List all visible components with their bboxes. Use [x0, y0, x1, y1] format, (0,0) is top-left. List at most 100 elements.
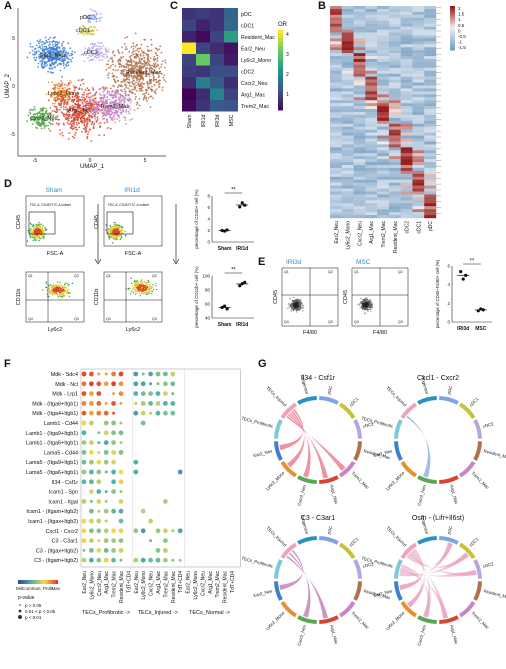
gene-cell [412, 47, 425, 51]
gene-cell [400, 179, 413, 183]
umap-x-label: UMAP_1 [80, 164, 105, 170]
f-dot [96, 459, 102, 465]
f-dot [171, 392, 175, 396]
gene-cell [330, 8, 342, 13]
f-col-label: TdT+CD4 [230, 571, 236, 593]
f-dot [163, 410, 168, 416]
gene-cell [388, 106, 401, 110]
f-dot [118, 479, 124, 485]
umap-label-ly6c2-mono: Ly6c2_Mono [48, 91, 79, 97]
or-cell [196, 77, 210, 89]
e-sig: ** [470, 259, 475, 265]
gene-cell [330, 194, 342, 198]
gene-cell [353, 109, 366, 113]
f-pval-dot [18, 615, 22, 619]
gene-cell [365, 126, 378, 130]
chord-sector [473, 419, 482, 439]
f-dot [170, 381, 176, 387]
or-legend-swatch [278, 70, 283, 75]
f-dot [118, 499, 124, 504]
gene-cell [330, 141, 342, 145]
gene-cell [330, 215, 342, 219]
gene-cell [330, 162, 342, 166]
or-legend-swatch [278, 90, 283, 95]
gene-cell [330, 203, 342, 207]
umap-x-tick: -5 [33, 158, 38, 164]
or-legend-swatch [278, 50, 283, 55]
gene-cell [412, 53, 425, 57]
dot-y-tick: 60 [205, 302, 211, 307]
umap-cluster-cdc2 [80, 41, 115, 62]
f-dot [97, 441, 101, 445]
gene-cell [412, 206, 425, 210]
gene-cell [388, 167, 401, 172]
or-legend-swatch [278, 46, 283, 51]
gene-cell [341, 138, 354, 142]
e-dot-point [461, 277, 465, 281]
chord-sector [459, 542, 476, 559]
gene-cell [388, 38, 401, 42]
flow-bottom-ylabel: CD11b [16, 289, 22, 306]
gene-col-label: Ly6c2_Mono [346, 221, 352, 250]
gene-cell [400, 53, 413, 57]
gene-cell [412, 79, 425, 83]
gene-cell [330, 209, 342, 213]
f-dot [89, 469, 94, 475]
gene-cell [330, 23, 342, 27]
gene-cell [353, 212, 366, 216]
flow-top-ylabel: CD45 [94, 215, 100, 229]
gene-legend-tick: 1.5 [458, 12, 465, 17]
chord-label: Trem2_Mac [351, 610, 371, 630]
gene-cell [365, 212, 378, 216]
f-group-label: TECs_Normal -> [189, 610, 230, 616]
f-dot [81, 479, 87, 485]
f-dot [118, 508, 124, 514]
gene-cell [400, 11, 413, 16]
umap-label-resident-mac: Resident_Mac [126, 70, 161, 76]
gene-cell [400, 20, 413, 24]
f-dot [118, 548, 124, 553]
gene-cell [424, 11, 437, 16]
gene-cell [353, 76, 366, 80]
f-col-label: Arg1_Mac [156, 571, 162, 594]
gene-cell [353, 188, 366, 192]
f-legend-swatch [42, 580, 45, 584]
gene-cell [400, 162, 413, 166]
gene-cell [377, 64, 390, 69]
dot-y-tick: 8 [207, 194, 210, 199]
dot-y-tick: 2 [207, 228, 210, 233]
gene-cell [377, 126, 390, 130]
f-pval-dot [18, 609, 22, 613]
gene-cell [365, 97, 378, 101]
gene-cell [400, 126, 413, 130]
gene-cell [377, 206, 390, 210]
dot-sig: ** [231, 188, 236, 194]
gene-cell [377, 79, 390, 83]
chord-label: Progenitor [300, 374, 310, 395]
f-dot [148, 391, 154, 396]
gene-cell [341, 11, 354, 16]
f-dot [163, 528, 168, 534]
gene-cell [330, 35, 342, 39]
gene-cell [353, 100, 366, 104]
gene-cell [400, 47, 413, 51]
f-legend-swatch [36, 580, 39, 584]
f-dot [96, 528, 102, 534]
gene-cell [365, 191, 378, 195]
gene-cell [330, 59, 342, 63]
gene-legend-tick: 0 [458, 28, 461, 33]
dot-point [225, 228, 229, 232]
chord-sector [297, 396, 317, 405]
gene-cell [330, 6, 342, 10]
gene-cell [353, 162, 366, 166]
flow-gate-text: FSC-A, CD45 FITC-A subset [108, 203, 149, 207]
gene-cell [330, 173, 342, 177]
dot-y-tick: 100 [202, 274, 210, 279]
chord-sector [400, 461, 417, 478]
gene-cell [353, 70, 366, 74]
gene-cell [412, 56, 425, 60]
e-flow-plot-0: Q1 Q2 Q3 Q4 [281, 267, 339, 327]
gene-cell [412, 167, 425, 172]
panel-label-f: F [4, 358, 11, 370]
gene-cell [330, 197, 342, 201]
